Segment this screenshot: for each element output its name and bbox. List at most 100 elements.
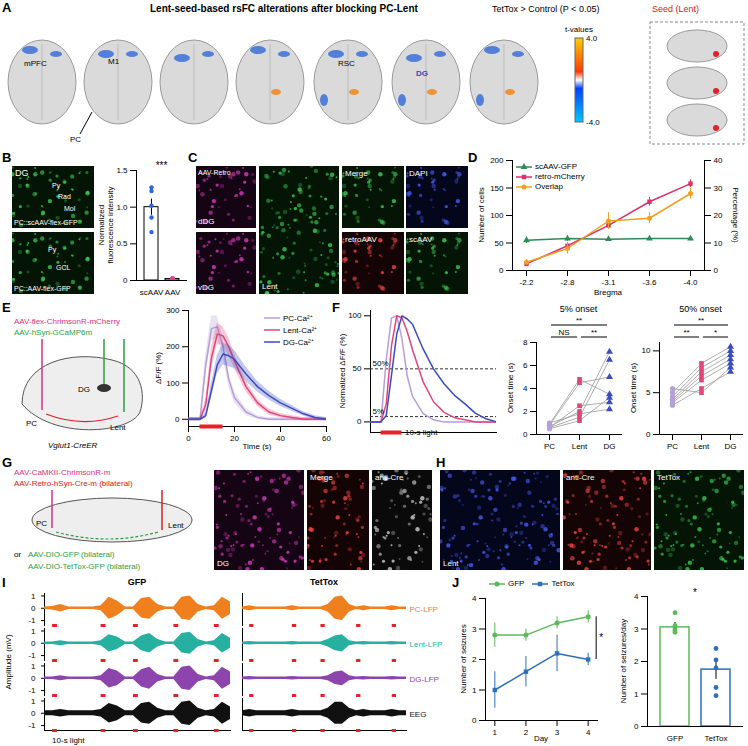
svg-text:DG: DG: [416, 69, 428, 78]
svg-text:100: 100: [166, 379, 180, 388]
svg-text:PC::scAAV-flex-GFP: PC::scAAV-flex-GFP: [14, 219, 78, 226]
svg-text:TetTox: TetTox: [704, 734, 727, 743]
svg-text:1.0: 1.0: [116, 203, 128, 212]
svg-text:Lent: Lent: [443, 559, 459, 568]
svg-text:0: 0: [357, 417, 362, 426]
svg-text:2: 2: [634, 657, 639, 666]
svg-text:PC: PC: [26, 419, 37, 428]
svg-text:Normalized ΔF/F (%): Normalized ΔF/F (%): [338, 333, 347, 408]
svg-text:PC-LFP: PC-LFP: [410, 605, 438, 614]
svg-text:5%: 5%: [373, 407, 385, 416]
svg-text:2: 2: [524, 728, 529, 737]
svg-text:Lent: Lent: [110, 423, 126, 432]
svg-text:AAV-hSyn-GCaMP6m: AAV-hSyn-GCaMP6m: [14, 328, 92, 337]
svg-text:Lent: Lent: [572, 442, 588, 451]
svg-text:40: 40: [276, 434, 285, 443]
svg-text:-4.0: -4.0: [684, 278, 698, 287]
svg-text:**: **: [576, 316, 582, 325]
svg-text:10-s light: 10-s light: [52, 736, 85, 745]
svg-text:-3.6: -3.6: [643, 278, 657, 287]
svg-text:vDG: vDG: [198, 283, 214, 292]
svg-text:retroAAV: retroAAV: [345, 235, 378, 244]
svg-text:-1: -1: [28, 686, 36, 695]
svg-text:0: 0: [31, 639, 36, 648]
svg-text:1: 1: [634, 690, 639, 699]
svg-text:-2.2: -2.2: [520, 278, 534, 287]
svg-text:1: 1: [31, 697, 36, 706]
svg-text:-3.1: -3.1: [602, 278, 616, 287]
svg-text:50%: 50%: [373, 359, 389, 368]
svg-text:5: 5: [646, 388, 651, 397]
svg-text:anti-Cre: anti-Cre: [566, 473, 595, 482]
svg-text:RSC: RSC: [338, 59, 355, 68]
svg-text:-2.8: -2.8: [561, 278, 575, 287]
svg-text:AAV-flex-ChrimsonR-mCherry: AAV-flex-ChrimsonR-mCherry: [14, 317, 120, 326]
svg-text:0.5: 0.5: [116, 239, 128, 248]
svg-text:t-values: t-values: [565, 25, 593, 34]
svg-text:0: 0: [31, 709, 36, 718]
svg-text:**: **: [698, 316, 704, 325]
svg-text:Onset time (s): Onset time (s): [506, 363, 515, 414]
svg-text:4: 4: [472, 594, 477, 603]
svg-text:0: 0: [31, 674, 36, 683]
svg-text:dDG: dDG: [198, 217, 214, 226]
svg-text:0: 0: [472, 716, 477, 725]
svg-text:-1: -1: [28, 721, 36, 730]
svg-text:2: 2: [472, 655, 477, 664]
svg-text:3: 3: [555, 728, 560, 737]
svg-text:Lent: Lent: [694, 442, 710, 451]
svg-text:0: 0: [523, 430, 528, 439]
svg-text:-1: -1: [28, 651, 36, 660]
svg-text:Percentage (%): Percentage (%): [731, 187, 740, 243]
svg-text:AAV-DIO-TetTox-GFP (bilateral): AAV-DIO-TetTox-GFP (bilateral): [28, 562, 141, 571]
svg-text:PC: PC: [70, 135, 81, 144]
svg-text:DG-LFP: DG-LFP: [410, 675, 439, 684]
svg-text:NS: NS: [558, 328, 569, 337]
svg-text:Rad: Rad: [58, 193, 71, 200]
svg-text:*: *: [693, 587, 697, 598]
svg-text:0: 0: [646, 430, 651, 439]
svg-text:5% onset: 5% onset: [560, 304, 598, 314]
svg-text:0: 0: [634, 722, 639, 731]
svg-text:30: 30: [714, 184, 723, 193]
svg-text:ΔF/F (%): ΔF/F (%): [154, 352, 163, 384]
svg-text:8: 8: [523, 338, 528, 347]
svg-text:GCL: GCL: [56, 264, 71, 271]
svg-text:0: 0: [123, 276, 128, 285]
svg-text:Amplitude (mV): Amplitude (mV): [4, 634, 13, 689]
svg-text:DG: DG: [604, 442, 616, 451]
svg-text:10: 10: [642, 346, 651, 355]
svg-text:AAV: AAV: [165, 288, 181, 297]
svg-text:DAPI: DAPI: [409, 169, 428, 178]
svg-text:4.0: 4.0: [586, 34, 598, 43]
svg-text:0: 0: [186, 434, 191, 443]
svg-text:1: 1: [31, 627, 36, 636]
svg-text:Lent: Lent: [262, 282, 278, 291]
svg-text:Lent-LFP: Lent-LFP: [410, 640, 443, 649]
svg-text:DG: DG: [78, 385, 90, 394]
svg-text:4: 4: [586, 728, 591, 737]
svg-text:mPFC: mPFC: [24, 59, 47, 68]
svg-text:scAAV: scAAV: [409, 235, 433, 244]
svg-text:**: **: [683, 328, 689, 337]
svg-text:PC: PC: [544, 442, 555, 451]
svg-text:20: 20: [714, 211, 723, 220]
svg-text:4: 4: [523, 384, 528, 393]
svg-text:1: 1: [493, 728, 498, 737]
svg-text:Py: Py: [48, 246, 57, 254]
svg-text:or: or: [14, 550, 21, 559]
svg-text:0: 0: [31, 604, 36, 613]
svg-text:3: 3: [472, 625, 477, 634]
svg-text:Vglut1-CreER: Vglut1-CreER: [48, 441, 98, 450]
svg-text:100: 100: [348, 311, 362, 320]
svg-text:AAV-CaMKII-ChrimsonR-m: AAV-CaMKII-ChrimsonR-m: [14, 468, 111, 477]
svg-text:Time (s): Time (s): [242, 442, 271, 451]
svg-text:50: 50: [353, 364, 362, 373]
svg-text:TetTox > Control (P < 0.05): TetTox > Control (P < 0.05): [492, 4, 599, 14]
svg-text:**: **: [591, 328, 597, 337]
svg-text:Onset time (s): Onset time (s): [629, 363, 638, 414]
svg-text:0: 0: [175, 415, 180, 424]
svg-text:Lent: Lent: [168, 521, 184, 530]
svg-text:60: 60: [322, 434, 331, 443]
svg-text:AAV-Retro-hSyn-Cre-m (bilatera: AAV-Retro-hSyn-Cre-m (bilateral): [14, 479, 133, 488]
